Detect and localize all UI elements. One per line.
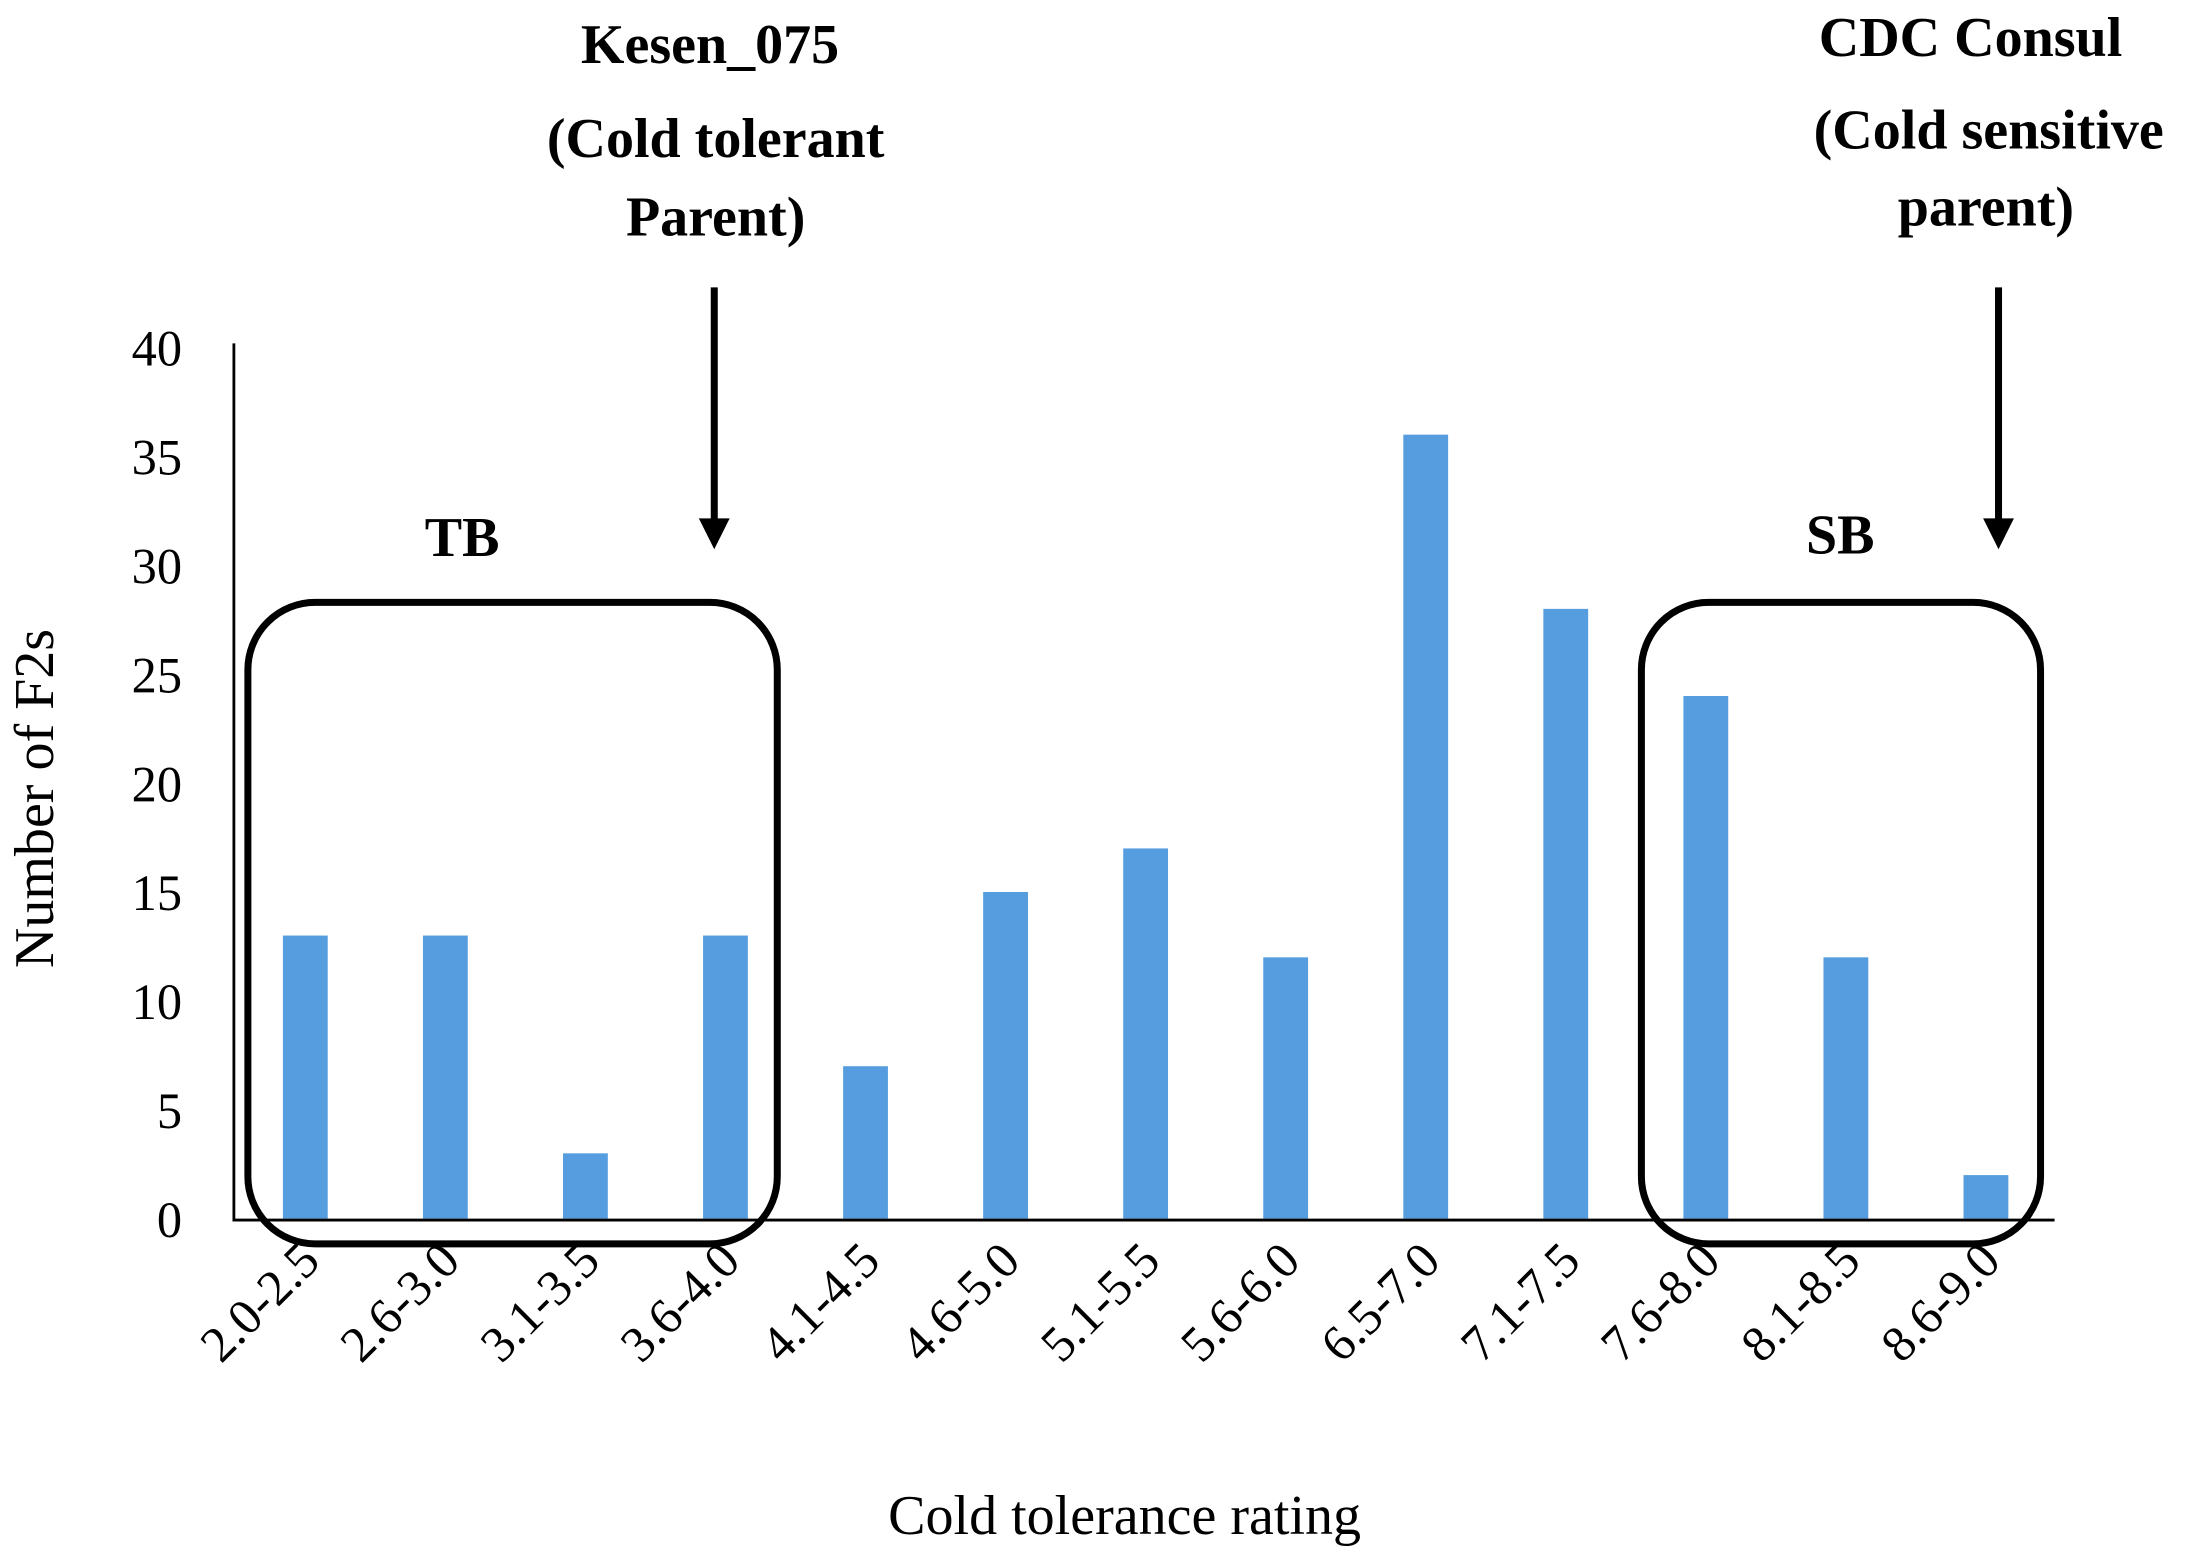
y-tick-label: 20 xyxy=(132,756,182,812)
bar-2.6-3.0 xyxy=(422,935,468,1219)
x-tick-label: 7.6-8.0 xyxy=(1590,1232,1731,1373)
x-tick-label: 7.1-7.5 xyxy=(1450,1232,1591,1373)
x-tick-label: 8.1-8.5 xyxy=(1730,1232,1871,1373)
x-tick-label: 2.0-2.5 xyxy=(189,1232,330,1373)
x-axis-label: Cold tolerance rating xyxy=(888,1485,1361,1547)
x-tick-label: 6.5-7.0 xyxy=(1310,1232,1451,1373)
x-tick-label: 5.1-5.5 xyxy=(1030,1232,1171,1373)
bar-4.6-5.0 xyxy=(983,891,1028,1219)
y-tick-label: 5 xyxy=(157,1083,182,1139)
x-tick-label: 3.6-4.0 xyxy=(609,1232,750,1373)
x-tick-label: 2.6-3.0 xyxy=(329,1232,470,1373)
sb-group-box xyxy=(1637,598,2045,1248)
tolerant-parent-line-2: (Cold tolerant xyxy=(547,108,885,170)
sensitive-parent-arrow-icon xyxy=(1983,287,2014,550)
sb-label: SB xyxy=(1806,504,1875,566)
bar-2.0-2.5 xyxy=(282,935,328,1219)
bar-5.6-6.0 xyxy=(1263,957,1309,1219)
bar-6.5-7.0 xyxy=(1403,434,1449,1219)
sensitive-parent-line-1: CDC Consul xyxy=(1819,7,2123,69)
y-tick-label: 30 xyxy=(132,539,182,595)
x-tick-label: 4.1-4.5 xyxy=(750,1232,891,1373)
sensitive-parent-line-3: parent) xyxy=(1898,177,2074,239)
bar-7.6-8.0 xyxy=(1683,695,1729,1219)
y-axis-label: Number of F2s xyxy=(4,629,66,968)
y-tick-label: 35 xyxy=(132,430,182,486)
bar-8.6-9.0 xyxy=(1963,1175,2009,1219)
bar-3.6-4.0 xyxy=(703,935,748,1219)
tolerant-parent-line-3: Parent) xyxy=(626,187,805,249)
y-tick-label: 10 xyxy=(132,974,182,1030)
x-tick-label: 8.6-9.0 xyxy=(1870,1232,2011,1373)
bar-3.1-3.5 xyxy=(563,1153,608,1219)
y-tick-label: 25 xyxy=(132,647,182,703)
bar-4.1-4.5 xyxy=(843,1066,888,1219)
bar-7.1-7.5 xyxy=(1543,608,1589,1219)
tb-label: TB xyxy=(425,507,500,569)
bar-5.1-5.5 xyxy=(1123,848,1169,1219)
y-tick-labels: 0 5 10 15 20 25 30 35 40 xyxy=(132,321,182,1248)
y-tick-label: 40 xyxy=(132,321,182,377)
x-tick-label: 4.6-5.0 xyxy=(890,1232,1031,1373)
sensitive-parent-line-2: (Cold sensitive xyxy=(1814,100,2164,162)
x-tick-label: 3.1-3.5 xyxy=(469,1232,610,1373)
tb-group-box xyxy=(244,598,781,1248)
x-tick-labels: 2.0-2.5 2.6-3.0 3.1-3.5 3.6-4.0 4.1-4.5 4.6-5… xyxy=(189,1232,2010,1373)
bar-8.1-8.5 xyxy=(1823,957,1869,1219)
tolerant-parent-line-1: Kesen_075 xyxy=(581,14,839,76)
y-tick-label: 15 xyxy=(132,865,182,921)
tolerant-parent-arrow-icon xyxy=(698,287,730,550)
x-tick-label: 5.6-6.0 xyxy=(1170,1232,1311,1373)
bars xyxy=(282,434,2009,1219)
y-tick-label: 0 xyxy=(157,1192,182,1248)
